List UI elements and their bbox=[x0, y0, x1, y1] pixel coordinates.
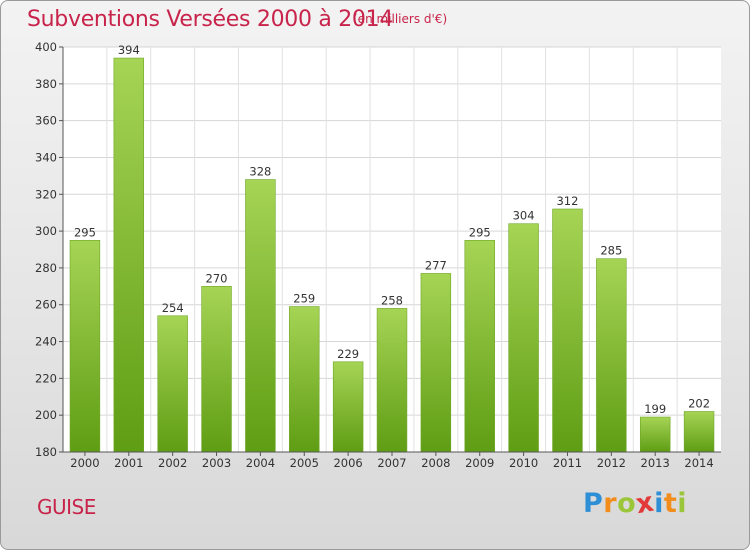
x-tick-label: 2013 bbox=[641, 456, 670, 470]
bar-value-label: 394 bbox=[118, 43, 140, 57]
bar bbox=[245, 179, 276, 453]
x-tick-label: 2011 bbox=[553, 456, 582, 470]
y-tick-label: 180 bbox=[35, 445, 57, 459]
logo-letter: i bbox=[677, 488, 688, 519]
x-tick-label: 2014 bbox=[684, 456, 713, 470]
bar-value-label: 328 bbox=[249, 165, 271, 179]
bar bbox=[332, 361, 364, 453]
bar bbox=[113, 57, 145, 453]
y-tick-label: 280 bbox=[35, 261, 57, 275]
x-tick-label: 2000 bbox=[70, 456, 99, 470]
logo-letter: i bbox=[654, 488, 664, 519]
bar bbox=[69, 239, 101, 453]
bar bbox=[289, 306, 320, 453]
bar bbox=[464, 239, 495, 453]
logo-letter: o bbox=[617, 488, 637, 519]
y-tick-label: 340 bbox=[35, 150, 57, 164]
bar-value-label: 312 bbox=[556, 194, 578, 208]
bar-value-label: 285 bbox=[600, 244, 622, 258]
x-tick-label: 2012 bbox=[597, 456, 626, 470]
x-tick-label: 2008 bbox=[421, 456, 450, 470]
bar-value-label: 259 bbox=[293, 292, 315, 306]
x-tick-label: 2001 bbox=[114, 456, 143, 470]
y-tick-label: 380 bbox=[35, 77, 57, 91]
bar bbox=[157, 315, 188, 453]
y-tick-label: 220 bbox=[35, 371, 57, 385]
x-tick-label: 2002 bbox=[158, 456, 187, 470]
town-name: GUISE bbox=[37, 495, 96, 519]
bar-value-label: 254 bbox=[162, 301, 184, 315]
bar bbox=[639, 416, 671, 453]
bar-value-label: 295 bbox=[74, 225, 96, 239]
chart-title: Subventions Versées 2000 à 2014 bbox=[27, 7, 394, 32]
y-tick-label: 200 bbox=[35, 408, 57, 422]
chart-subtitle: (en milliers d'€) bbox=[353, 12, 448, 26]
bar bbox=[508, 223, 539, 453]
y-tick-label: 260 bbox=[35, 298, 57, 312]
bar bbox=[420, 273, 452, 453]
y-tick-label: 360 bbox=[35, 114, 57, 128]
logo-letter: P bbox=[583, 488, 604, 519]
proxiti-logo[interactable]: Proxiti bbox=[583, 487, 688, 521]
bar-value-label: 258 bbox=[381, 293, 403, 307]
bar-value-label: 199 bbox=[644, 402, 666, 416]
y-tick-label: 320 bbox=[35, 187, 57, 201]
x-tick-label: 2006 bbox=[333, 456, 362, 470]
bar-value-label: 270 bbox=[206, 271, 228, 285]
x-tick-label: 2007 bbox=[377, 456, 406, 470]
bar bbox=[596, 258, 627, 453]
bar-value-label: 277 bbox=[425, 258, 447, 272]
x-tick-label: 2004 bbox=[246, 456, 275, 470]
y-tick-label: 240 bbox=[35, 335, 57, 349]
y-tick-label: 400 bbox=[35, 40, 57, 54]
bar-value-label: 229 bbox=[337, 347, 359, 361]
logo-letter: t bbox=[663, 488, 678, 519]
bar bbox=[376, 308, 408, 453]
bar bbox=[683, 411, 715, 453]
bar bbox=[201, 286, 232, 453]
bar-value-label: 202 bbox=[688, 397, 710, 411]
y-tick-label: 300 bbox=[35, 224, 57, 238]
x-tick-label: 2003 bbox=[202, 456, 231, 470]
bar-value-label: 295 bbox=[469, 225, 491, 239]
x-tick-label: 2005 bbox=[290, 456, 319, 470]
x-tick-label: 2009 bbox=[465, 456, 494, 470]
bar bbox=[552, 208, 583, 453]
bar-value-label: 304 bbox=[513, 209, 535, 223]
x-tick-label: 2010 bbox=[509, 456, 538, 470]
logo-letter: r bbox=[603, 488, 618, 519]
